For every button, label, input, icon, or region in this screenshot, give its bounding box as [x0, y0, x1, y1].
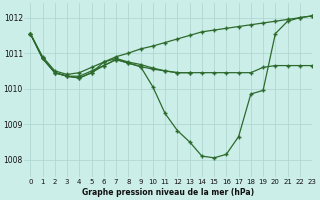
X-axis label: Graphe pression niveau de la mer (hPa): Graphe pression niveau de la mer (hPa) — [82, 188, 254, 197]
